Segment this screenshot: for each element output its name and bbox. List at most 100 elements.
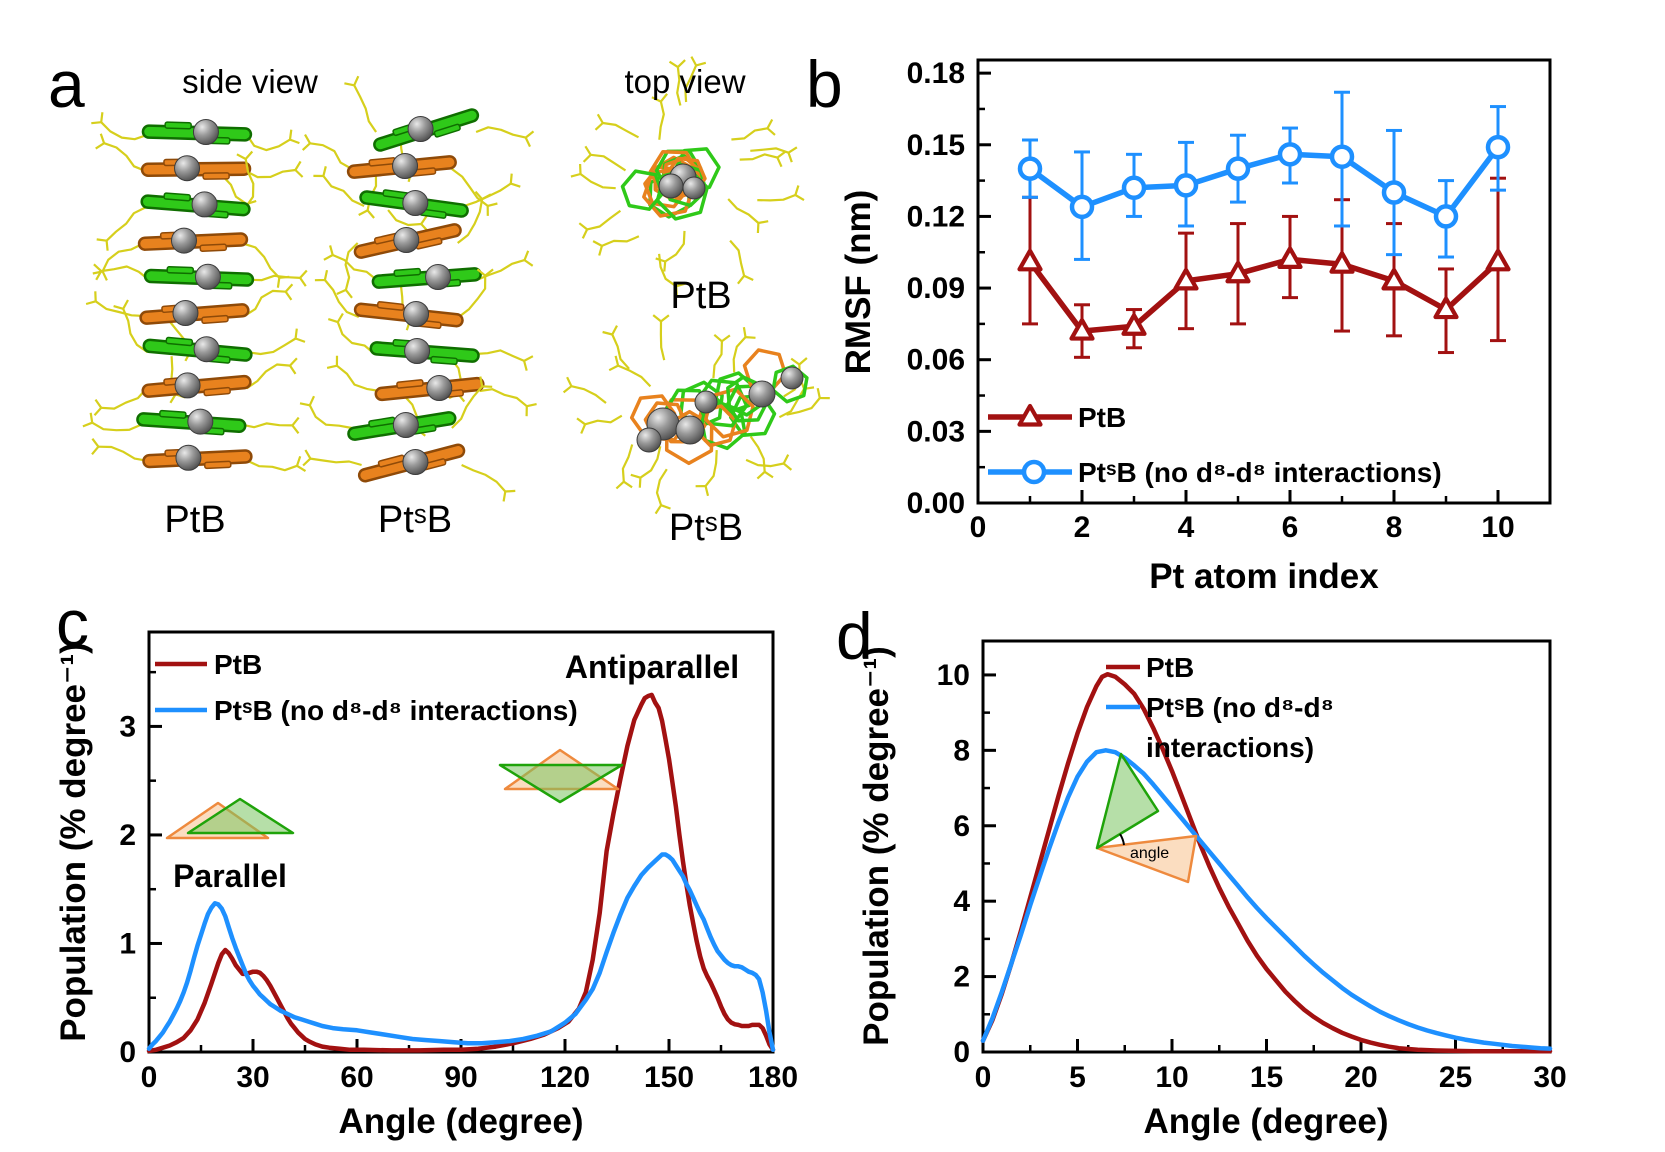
alkyl-chain — [243, 289, 286, 317]
alkyl-chain — [474, 349, 525, 362]
alkyl-chain — [617, 364, 652, 388]
pt-atom-sphere — [402, 190, 429, 216]
x-tick-label: 2 — [1074, 511, 1091, 544]
alkyl-branch — [236, 150, 254, 160]
x-tick-label: 150 — [644, 1061, 694, 1094]
parallel-glyph — [165, 797, 295, 840]
series-PtsB — [1017, 90, 1511, 261]
x-tick-label: 90 — [444, 1061, 477, 1094]
curve-PtB — [1027, 256, 1501, 334]
series-PtsB — [146, 852, 776, 1053]
series-PtB — [1017, 176, 1511, 359]
alkyl-branch — [668, 59, 686, 69]
platelet-ring — [202, 172, 230, 180]
y-tick-label: 0 — [119, 1036, 136, 1069]
alkyl-chain — [245, 134, 291, 152]
pt-atom-sphere — [425, 264, 452, 290]
pt-atom-sphere — [402, 449, 429, 475]
topview1-label: PtB — [670, 275, 731, 317]
x-tick-label: 120 — [540, 1061, 590, 1094]
annotation: Parallel — [173, 858, 287, 894]
alkyl-branch — [336, 288, 353, 299]
alkyl-branch — [314, 269, 329, 282]
alkyl-chain — [621, 444, 634, 482]
alkyl-branch — [592, 240, 603, 256]
angle-arc-icon — [1119, 833, 1125, 846]
pt-atom-sphere — [194, 263, 221, 290]
x-tick-label: 30 — [236, 1061, 269, 1094]
x-axis-title: Angle (degree) — [1143, 1102, 1388, 1141]
chart-angle-distribution-small: 0 5 10 15 20 25 30 0 2 4 6 8 10 Angle (degree) Populat… — [857, 639, 1567, 1141]
alkyl-chain — [103, 142, 147, 173]
circle-marker — [1485, 134, 1511, 160]
alkyl-chain — [664, 230, 686, 263]
alkyl-branch — [291, 416, 300, 434]
alkyl-branch — [85, 291, 97, 306]
ring-outline — [643, 401, 688, 442]
legend-label: interactions) — [1146, 732, 1314, 763]
alkyl-chain — [308, 404, 353, 430]
plot-frame — [976, 58, 1552, 505]
alkyl-branch — [570, 163, 582, 178]
alkyl-chain — [310, 457, 362, 467]
x-tick-label: 0 — [975, 1061, 992, 1094]
pt-atom-sphere — [193, 336, 220, 363]
angle-glyph: angle — [1095, 752, 1198, 884]
alkyl-branch — [756, 220, 769, 234]
alkyl-chain — [658, 101, 665, 140]
platelet-ring — [166, 265, 194, 275]
alkyl-chain — [601, 235, 640, 247]
alkyl-branch — [294, 328, 306, 343]
alkyl-chain — [101, 387, 148, 410]
alkyl-branch — [742, 327, 756, 339]
alkyl-branch — [323, 245, 334, 261]
y-tick-label: 0.12 — [907, 200, 965, 233]
alkyl-branch — [654, 504, 671, 515]
y-tick-label: 0.15 — [907, 129, 965, 162]
alkyl-chain — [387, 209, 422, 227]
alkyl-chain — [655, 468, 668, 506]
alkyl-chain — [579, 173, 616, 190]
alkyl-branch — [630, 473, 642, 488]
curve-PtB — [980, 671, 1553, 1054]
y-tick-label: 2 — [953, 961, 970, 994]
alkyl-chain — [246, 459, 298, 472]
x-tick-label: 10 — [1155, 1061, 1188, 1094]
alkyl-branch — [737, 274, 754, 285]
alkyl-branch — [295, 455, 307, 473]
stack2-label: PtˢB — [378, 499, 452, 541]
pt-atom-sphere — [748, 380, 776, 408]
alkyl-branch — [93, 398, 103, 416]
alkyl-branch — [651, 93, 668, 103]
triangle-marker — [1485, 248, 1511, 272]
panel-label-a: a — [48, 47, 85, 121]
x-tick-label: 8 — [1386, 511, 1403, 544]
legend-label: PtB — [214, 649, 262, 680]
green-triangle-icon — [186, 797, 295, 835]
alkyl-branch — [344, 75, 360, 87]
alkyl-branch — [652, 314, 670, 323]
platelet-ring — [376, 301, 405, 311]
alkyl-chain — [461, 463, 507, 493]
legend-label: PtˢB (no d⁸-d⁸ — [1146, 692, 1334, 723]
pt-atom-sphere — [403, 301, 430, 327]
alkyl-branch — [313, 166, 327, 178]
alkyl-chain — [336, 364, 380, 393]
alkyl-chain — [332, 253, 378, 281]
alkyl-chain — [463, 182, 512, 208]
alkyl-branch — [523, 355, 534, 371]
circle-marker — [1021, 459, 1047, 485]
alkyl-chain — [732, 336, 747, 373]
alkyl-branch — [578, 222, 589, 239]
alkyl-branch — [299, 269, 308, 287]
alkyl-chain — [244, 158, 255, 209]
alkyl-branch — [294, 160, 304, 178]
alkyl-chain — [757, 193, 796, 202]
alkyl-branch — [301, 134, 311, 151]
y-tick-label: 0.18 — [907, 57, 965, 90]
triangle-marker — [1121, 313, 1147, 336]
legend-label: PtB — [1078, 402, 1126, 433]
alkyl-chain — [659, 321, 666, 361]
alkyl-chain — [98, 445, 148, 462]
triangle-marker — [1069, 317, 1095, 341]
